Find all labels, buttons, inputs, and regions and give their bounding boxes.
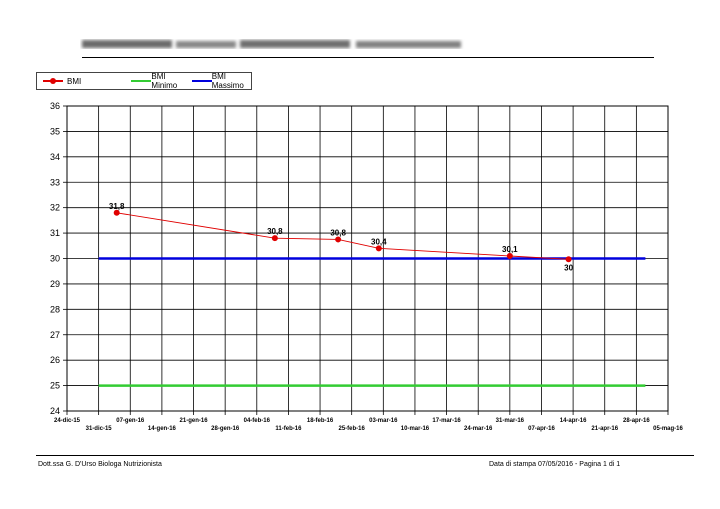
- x-tick-label: 18-feb-16: [307, 418, 334, 424]
- x-tick-label: 25-feb-16: [339, 426, 366, 432]
- legend-label-bmi-minimo: BMI Minimo: [151, 72, 178, 90]
- x-tick-label: 03-mar-16: [369, 418, 398, 424]
- x-tick-label: 31-dic-15: [86, 426, 113, 432]
- x-tick-label: 04-feb-16: [244, 418, 271, 424]
- bmi-data-label: 30,1: [502, 245, 518, 254]
- bmi-data-point: [375, 245, 382, 252]
- bmi-data-label: 30: [564, 263, 573, 272]
- y-tick-label: 32: [50, 203, 60, 213]
- y-tick-label: 26: [50, 355, 60, 365]
- y-tick-label: 25: [50, 381, 60, 391]
- legend-swatch-bmi-minimo: [131, 77, 152, 85]
- x-tick-label: 05-mag-16: [653, 426, 683, 432]
- footer-print-info: Data di stampa 07/05/2016 - Pagina 1 di …: [489, 461, 621, 468]
- blurred-header-title: [82, 40, 461, 48]
- chart-legend: BMI BMI Minimo BMI Massimo: [36, 72, 252, 90]
- y-tick-label: 31: [50, 228, 60, 238]
- bmi-data-point: [271, 235, 278, 242]
- bmi-data-label: 30,4: [371, 237, 387, 246]
- x-tick-label: 17-mar-16: [432, 418, 461, 424]
- legend-item-bmi-massimo: BMI Massimo: [191, 72, 251, 90]
- y-tick-label: 33: [50, 177, 60, 187]
- x-tick-label: 07-gen-16: [116, 418, 145, 424]
- y-tick-label: 29: [50, 279, 60, 289]
- footer-author: Dott.ssa G. D'Urso Biologa Nutrizionista: [38, 461, 162, 468]
- y-tick-label: 36: [50, 101, 60, 111]
- bmi-data-point: [506, 252, 513, 259]
- bmi-data-label: 30,8: [330, 228, 346, 237]
- x-tick-label: 28-gen-16: [211, 426, 240, 432]
- x-tick-label: 14-apr-16: [560, 418, 587, 424]
- y-tick-label: 27: [50, 330, 60, 340]
- bmi-data-label: 31,8: [109, 202, 125, 211]
- x-tick-label: 24-mar-16: [464, 426, 493, 432]
- x-tick-label: 31-mar-16: [496, 418, 525, 424]
- x-tick-label: 21-apr-16: [591, 426, 618, 432]
- legend-item-bmi: BMI: [43, 77, 81, 86]
- y-tick-label: 28: [50, 304, 60, 314]
- bmi-data-label: 30,8: [267, 227, 283, 236]
- x-tick-label: 24-dic-15: [54, 418, 81, 424]
- x-tick-label: 14-gen-16: [148, 426, 177, 432]
- y-tick-label: 34: [50, 152, 60, 162]
- legend-swatch-bmi: [43, 77, 63, 85]
- bmi-data-point: [335, 236, 342, 243]
- y-tick-label: 30: [50, 254, 60, 264]
- bmi-data-point: [113, 209, 120, 216]
- legend-label-bmi-massimo: BMI Massimo: [211, 72, 244, 90]
- legend-swatch-bmi-massimo: [191, 77, 212, 85]
- y-tick-label: 35: [50, 126, 60, 136]
- bmi-series-line: [116, 212, 569, 260]
- footer-rule: [36, 455, 694, 456]
- x-tick-label: 07-apr-16: [528, 426, 555, 432]
- y-tick-label: 24: [50, 406, 60, 416]
- x-tick-label: 21-gen-16: [180, 418, 209, 424]
- header-rule: [82, 57, 654, 58]
- legend-item-bmi-minimo: BMI Minimo: [131, 72, 185, 90]
- legend-label-bmi: BMI: [67, 76, 82, 86]
- x-tick-label: 10-mar-16: [401, 426, 430, 432]
- x-tick-label: 28-apr-16: [623, 418, 650, 424]
- bmi-data-point: [565, 256, 572, 263]
- x-tick-label: 11-feb-16: [275, 426, 302, 432]
